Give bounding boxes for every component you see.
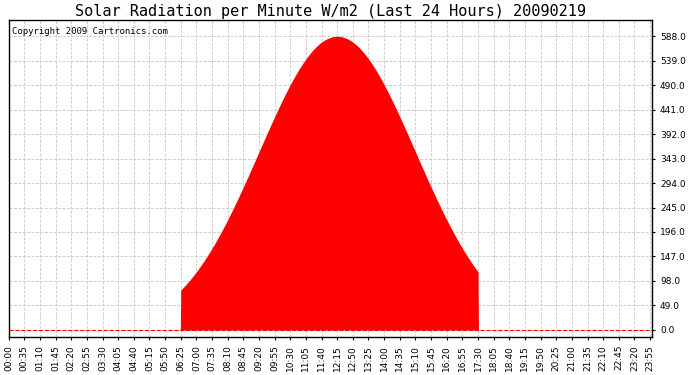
- Text: Copyright 2009 Cartronics.com: Copyright 2009 Cartronics.com: [12, 27, 168, 36]
- Title: Solar Radiation per Minute W/m2 (Last 24 Hours) 20090219: Solar Radiation per Minute W/m2 (Last 24…: [75, 4, 586, 19]
